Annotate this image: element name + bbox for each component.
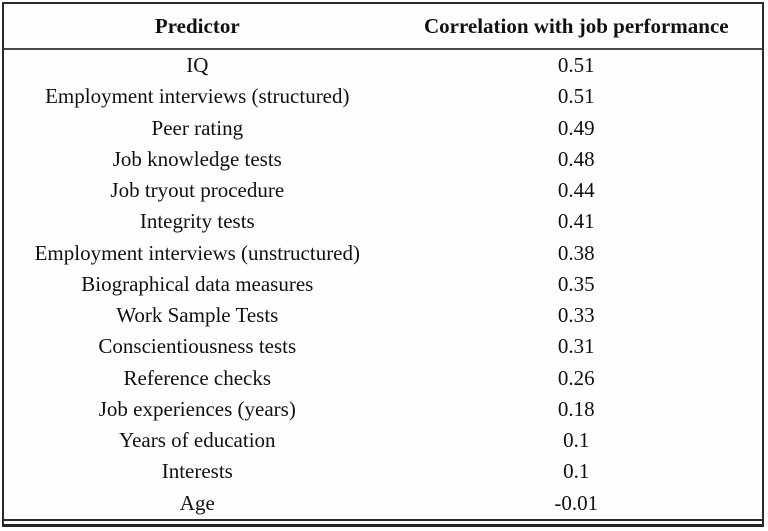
table-row: Integrity tests 0.41 [4, 206, 762, 237]
correlation-cell: 0.31 [557, 334, 595, 359]
table-row: Job experiences (years) 0.18 [4, 394, 762, 425]
predictor-cell: Job knowledge tests [112, 146, 282, 171]
table-row: Job knowledge tests 0.48 [4, 144, 762, 175]
table-row: Biographical data measures 0.35 [4, 269, 762, 300]
predictor-cell: Years of education [119, 428, 276, 453]
correlation-cell: 0.33 [557, 303, 595, 328]
table-row: IQ 0.51 [4, 49, 762, 81]
correlation-cell: 0.1 [563, 459, 590, 484]
table-row: Peer rating 0.49 [4, 113, 762, 144]
correlation-cell: 0.51 [557, 84, 595, 109]
predictor-cell: Employment interviews (structured) [45, 84, 350, 109]
predictor-cell: Age [179, 490, 215, 515]
table-row: Job tryout procedure 0.44 [4, 175, 762, 206]
correlation-cell: 0.51 [557, 53, 595, 78]
correlation-table: Predictor Correlation with job performan… [4, 4, 762, 521]
table-body: IQ 0.51 Employment interviews (structured)… [4, 49, 762, 520]
table-row: Work Sample Tests 0.33 [4, 300, 762, 331]
correlation-cell: 0.48 [557, 146, 595, 171]
table-row: Employment interviews (unstructured) 0.38 [4, 238, 762, 269]
correlation-cell: 0.35 [557, 271, 595, 296]
table-row: Conscientiousness tests 0.31 [4, 331, 762, 362]
table-row: Reference checks 0.26 [4, 363, 762, 394]
predictor-cell: Conscientiousness tests [98, 334, 297, 359]
table-row: Age -0.01 [4, 488, 762, 520]
correlation-cell: 0.26 [557, 365, 595, 390]
predictor-cell: Peer rating [151, 115, 244, 140]
predictor-cell: Interests [161, 459, 233, 484]
table-row: Interests 0.1 [4, 456, 762, 487]
predictor-cell: Reference checks [123, 365, 272, 390]
predictor-cell: Employment interviews (unstructured) [34, 240, 360, 265]
correlation-cell: 0.41 [557, 209, 595, 234]
correlation-cell: 0.1 [563, 428, 590, 453]
correlation-cell: -0.01 [554, 490, 599, 515]
correlation-cell: 0.49 [557, 115, 595, 140]
table-header: Predictor Correlation with job performan… [4, 4, 762, 50]
column-header-correlation: Correlation with job performance [390, 4, 762, 50]
predictor-cell: Biographical data measures [81, 271, 314, 296]
header-row: Predictor Correlation with job performan… [4, 4, 762, 50]
correlation-cell: 0.38 [557, 240, 595, 265]
predictor-cell: IQ [186, 53, 209, 78]
predictor-cell: Job tryout procedure [110, 178, 285, 203]
table-row: Years of education 0.1 [4, 425, 762, 456]
predictor-cell: Job experiences (years) [98, 396, 296, 421]
correlation-cell: 0.44 [557, 178, 595, 203]
predictor-cell: Integrity tests [139, 209, 255, 234]
predictor-cell: Work Sample Tests [116, 303, 279, 328]
correlation-cell: 0.18 [557, 396, 595, 421]
column-header-predictor: Predictor [4, 4, 391, 50]
table-row: Employment interviews (structured) 0.51 [4, 81, 762, 112]
